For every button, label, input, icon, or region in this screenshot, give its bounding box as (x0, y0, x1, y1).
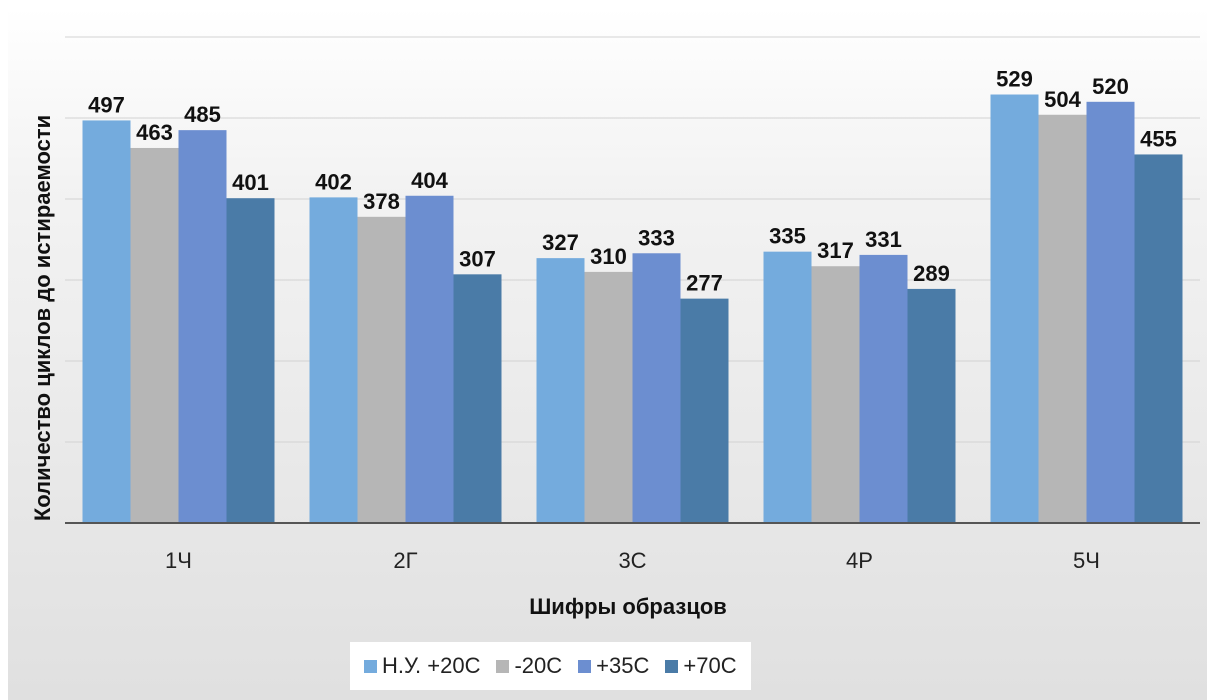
data-label: 455 (1140, 126, 1177, 151)
bar (991, 95, 1039, 523)
legend-item: -20С (496, 653, 562, 679)
data-label: 333 (638, 225, 675, 250)
bar (537, 258, 585, 523)
x-tick-labels: 1Ч 2Г 3С 4Р 5Ч (165, 548, 1100, 573)
legend-swatch (665, 660, 678, 673)
legend-label: Н.У. +20С (382, 653, 480, 679)
y-axis-title: Количество циклов до истираемости (30, 115, 55, 521)
x-tick-label: 2Г (393, 548, 417, 573)
data-label: 404 (411, 168, 448, 193)
chart-area: 497 463 485 401 402 378 404 307 327 310 333 277 335 3… (8, 8, 1207, 700)
x-tick-label: 5Ч (1073, 548, 1100, 573)
bar (310, 197, 358, 523)
legend-swatch (496, 660, 509, 673)
bar (681, 299, 729, 523)
bar (1087, 102, 1135, 523)
legend-label: +35С (596, 653, 649, 679)
legend-swatch (364, 660, 377, 673)
x-tick-label: 3С (618, 548, 646, 573)
bar (227, 198, 275, 523)
data-label: 504 (1044, 87, 1081, 112)
legend-swatch (578, 660, 591, 673)
bar (860, 255, 908, 523)
data-label: 277 (686, 271, 723, 296)
bar (812, 266, 860, 523)
legend: Н.У. +20С -20С +35С +70С (350, 642, 751, 690)
legend-label: +70С (683, 653, 736, 679)
bar (1039, 115, 1087, 523)
data-label: 485 (184, 102, 221, 127)
legend-item: Н.У. +20С (364, 653, 480, 679)
data-label: 317 (817, 238, 854, 263)
legend-item: +35С (578, 653, 649, 679)
x-tick-label: 4Р (846, 548, 873, 573)
bar (633, 253, 681, 523)
data-label: 463 (136, 120, 173, 145)
bar (406, 196, 454, 523)
data-label: 307 (459, 246, 496, 271)
bar (764, 252, 812, 523)
data-label: 378 (363, 189, 400, 214)
legend-label: -20С (514, 653, 562, 679)
data-label: 289 (913, 261, 950, 286)
data-label: 331 (865, 227, 902, 252)
bar (179, 130, 227, 523)
data-label: 327 (542, 230, 579, 255)
data-label: 529 (996, 67, 1033, 92)
bar (131, 148, 179, 523)
bars (83, 95, 1183, 523)
bar (454, 274, 502, 523)
data-label: 402 (315, 169, 352, 194)
data-label: 335 (769, 224, 806, 249)
bar (83, 120, 131, 523)
data-label: 520 (1092, 74, 1129, 99)
data-label: 497 (88, 92, 125, 117)
legend-item: +70С (665, 653, 736, 679)
data-label: 401 (232, 170, 269, 195)
bar (908, 289, 956, 523)
x-tick-label: 1Ч (165, 548, 192, 573)
x-axis-title: Шифры образцов (529, 594, 727, 619)
bar (585, 272, 633, 523)
data-label: 310 (590, 244, 627, 269)
bar (1135, 154, 1183, 523)
bar (358, 217, 406, 523)
bar-chart: 497 463 485 401 402 378 404 307 327 310 333 277 335 3… (8, 8, 1207, 700)
